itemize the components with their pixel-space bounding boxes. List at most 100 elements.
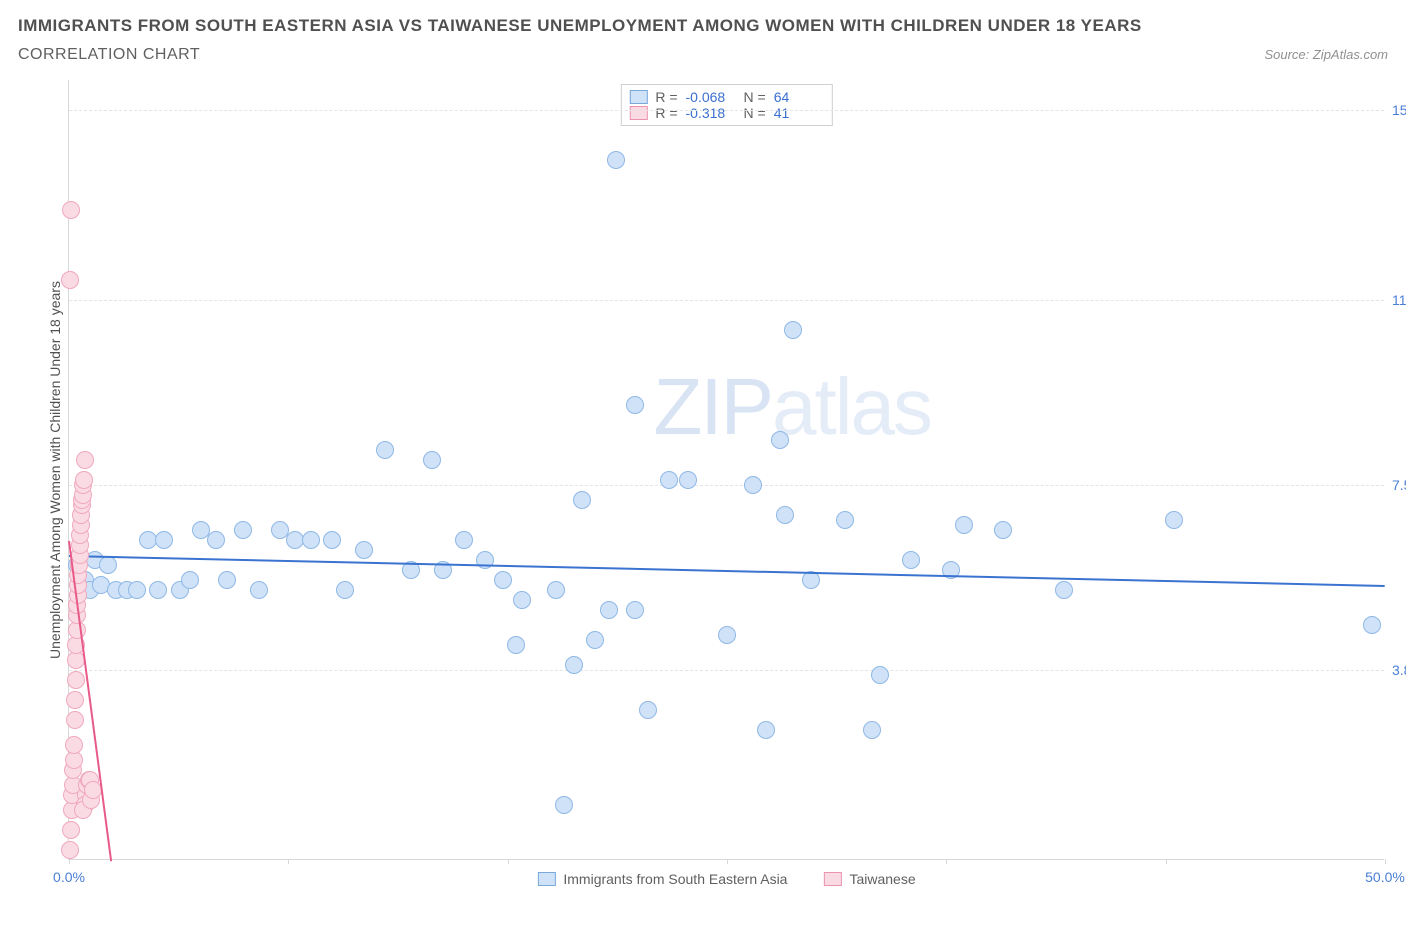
legend-swatch [629,90,647,104]
data-point [494,571,512,589]
data-point [607,151,625,169]
data-point [67,671,85,689]
legend-swatch [823,872,841,886]
data-point [679,471,697,489]
data-point [744,476,762,494]
y-tick-label: 7.5% [1392,477,1406,493]
legend-r-value: -0.068 [686,89,736,105]
data-point [423,451,441,469]
y-tick-label: 15.0% [1392,102,1406,118]
x-tick-mark [946,859,947,864]
data-point [149,581,167,599]
data-point [639,701,657,719]
legend-r-label: R = [655,105,677,121]
legend-swatch [537,872,555,886]
x-tick-mark [288,859,289,864]
legend-label: Taiwanese [849,871,915,887]
data-point [555,796,573,814]
data-point [1165,511,1183,529]
x-tick-mark [1385,859,1386,864]
data-point [573,491,591,509]
data-point [99,556,117,574]
gridline [69,110,1384,111]
data-point [250,581,268,599]
data-point [660,471,678,489]
data-point [61,271,79,289]
source-label: Source: ZipAtlas.com [1264,47,1388,62]
x-tick-label: 50.0% [1365,869,1405,885]
data-point [507,636,525,654]
data-point [66,711,84,729]
x-tick-mark [508,859,509,864]
data-point [207,531,225,549]
y-tick-label: 3.8% [1392,662,1406,678]
data-point [302,531,320,549]
legend-n-value: 64 [774,89,824,105]
x-tick-mark [69,859,70,864]
subtitle: CORRELATION CHART [18,46,200,64]
gridline [69,485,1384,486]
data-point [955,516,973,534]
data-point [994,521,1012,539]
gridline [69,670,1384,671]
y-tick-label: 11.2% [1392,292,1406,308]
page-title: IMMIGRANTS FROM SOUTH EASTERN ASIA VS TA… [18,16,1388,36]
data-point [863,721,881,739]
data-point [218,571,236,589]
legend-label: Immigrants from South Eastern Asia [563,871,787,887]
data-point [376,441,394,459]
data-point [586,631,604,649]
data-point [513,591,531,609]
watermark: ZIPatlas [654,361,931,453]
data-point [181,571,199,589]
data-point [784,321,802,339]
plot-area: Unemployment Among Women with Children U… [68,80,1384,860]
x-tick-label: 0.0% [53,869,85,885]
data-point [565,656,583,674]
data-point [65,736,83,754]
legend-series: Immigrants from South Eastern Asia Taiwan… [537,861,915,887]
data-point [323,531,341,549]
data-point [234,521,252,539]
data-point [771,431,789,449]
data-point [75,471,93,489]
legend-item: Immigrants from South Eastern Asia [537,871,787,887]
data-point [836,511,854,529]
legend-r-label: R = [655,89,677,105]
data-point [547,581,565,599]
x-tick-mark [1166,859,1167,864]
data-point [355,541,373,559]
data-point [902,551,920,569]
data-point [76,451,94,469]
data-point [66,691,84,709]
legend-item: Taiwanese [823,871,915,887]
data-point [61,841,79,859]
legend-stat-row: R = -0.068 N = 64 [629,89,823,105]
data-point [626,396,644,414]
correlation-chart: Unemployment Among Women with Children U… [18,76,1388,886]
legend-n-value: 41 [774,105,824,121]
legend-n-label: N = [744,89,766,105]
legend-swatch [629,106,647,120]
data-point [757,721,775,739]
legend-n-label: N = [744,105,766,121]
data-point [626,601,644,619]
data-point [1363,616,1381,634]
data-point [776,506,794,524]
legend-r-value: -0.318 [686,105,736,121]
gridline [69,300,1384,301]
watermark-bold: ZIP [654,362,772,451]
data-point [62,201,80,219]
data-point [1055,581,1073,599]
trend-line [69,555,1385,587]
legend-stats: R = -0.068 N = 64 R = -0.318 N = 41 [620,84,832,126]
data-point [600,601,618,619]
y-axis-label: Unemployment Among Women with Children U… [47,281,63,659]
data-point [336,581,354,599]
data-point [128,581,146,599]
data-point [155,531,173,549]
data-point [62,821,80,839]
subtitle-row: CORRELATION CHART Source: ZipAtlas.com [18,46,1388,64]
data-point [455,531,473,549]
data-point [871,666,889,684]
